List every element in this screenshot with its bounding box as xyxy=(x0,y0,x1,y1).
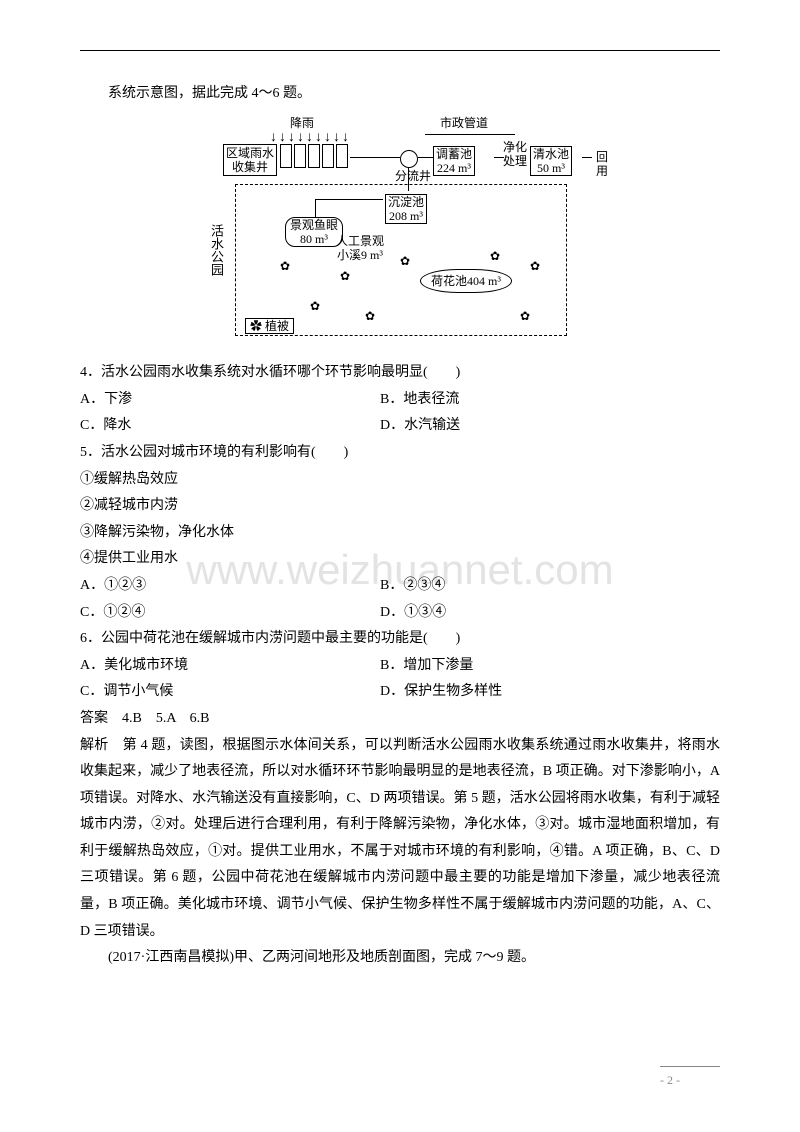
grass-icon: ✿ xyxy=(400,254,410,268)
shunt-circle xyxy=(400,150,418,168)
q5-s2: ②减轻城市内涝 xyxy=(80,493,720,520)
q5-c: C．①②④ xyxy=(80,600,380,627)
q5-stem: 5．活水公园对城市环境的有利影响有( ) xyxy=(80,440,720,467)
flow-line-4 xyxy=(582,157,592,158)
q5-row2: C．①②④ D．①③④ xyxy=(80,600,720,627)
rain-label: 降雨 xyxy=(290,116,314,130)
q5-s3: ③降解污染物，净化水体 xyxy=(80,520,720,547)
q6-row2: C．调节小气候 D．保护生物多样性 xyxy=(80,679,720,706)
settle-box: 沉淀池 208 m³ xyxy=(385,194,427,225)
answers: 答案 4.B 5.A 6.B xyxy=(80,706,720,733)
intro-text: 系统示意图，据此完成 4～6 题。 xyxy=(80,81,720,108)
stream-label: 人工景观 小溪9 m³ xyxy=(330,234,390,263)
grass-icon: ✿ xyxy=(365,309,375,323)
flow-line-5 xyxy=(315,199,383,200)
q4-d: D．水汽输送 xyxy=(380,413,460,440)
cylinders xyxy=(280,144,350,168)
collector-box: 区域雨水 收集井 xyxy=(223,144,277,177)
lotus-pond: 荷花池404 m³ xyxy=(420,269,512,293)
q4-a: A．下渗 xyxy=(80,387,380,414)
q4-c: C．降水 xyxy=(80,413,380,440)
q6-d: D．保护生物多样性 xyxy=(380,679,502,706)
top-rule xyxy=(80,50,720,51)
q5-s4: ④提供工业用水 xyxy=(80,546,720,573)
veg-icon: ✿ xyxy=(250,319,262,333)
city-pipe-line xyxy=(425,134,515,135)
grass-icon: ✿ xyxy=(340,269,350,283)
veg-label: 植被 xyxy=(265,319,289,333)
q6-a: A．美化城市环境 xyxy=(80,653,380,680)
content: 系统示意图，据此完成 4～6 题。 降雨 ↓↓↓↓↓↓↓↓↓ 市政管道 区域雨水… xyxy=(80,81,720,972)
explanation: 解析 第 4 题，读图，根据图示水体间关系，可以判断活水公园雨水收集系统通过雨水… xyxy=(80,733,720,946)
q6-row1: A．美化城市环境 B．增加下渗量 xyxy=(80,653,720,680)
page: www.weizhuannet.com 系统示意图，据此完成 4～6 题。 降雨… xyxy=(0,0,800,1132)
q4-row1: A．下渗 B．地表径流 xyxy=(80,387,720,414)
q5-d: D．①③④ xyxy=(380,600,446,627)
q5-row1: A．①②③ B．②③④ xyxy=(80,573,720,600)
storage-box: 调蓄池 224 m³ xyxy=(433,146,475,177)
q4-row2: C．降水 D．水汽输送 xyxy=(80,413,720,440)
grass-icon: ✿ xyxy=(520,309,530,323)
grass-icon: ✿ xyxy=(530,259,540,273)
q5-b: B．②③④ xyxy=(380,573,445,600)
flow-line-2 xyxy=(418,157,433,158)
rainwater-diagram: 降雨 ↓↓↓↓↓↓↓↓↓ 市政管道 区域雨水 收集井 分流井 调蓄池 224 m… xyxy=(190,114,610,344)
footer-rule xyxy=(660,1066,720,1067)
page-number: - 2 - xyxy=(660,1073,680,1087)
q5-s1: ①缓解热岛效应 xyxy=(80,467,720,494)
q6-stem: 6．公园中荷花池在缓解城市内涝问题中最主要的功能是( ) xyxy=(80,626,720,653)
reuse-label: 回用 xyxy=(594,150,610,179)
q4-stem: 4．活水公园雨水收集系统对水循环哪个环节影响最明显( ) xyxy=(80,360,720,387)
city-pipe-label: 市政管道 xyxy=(440,116,488,130)
grass-icon: ✿ xyxy=(310,299,320,313)
diagram-container: 降雨 ↓↓↓↓↓↓↓↓↓ 市政管道 区域雨水 收集井 分流井 调蓄池 224 m… xyxy=(80,114,720,355)
grass-icon: ✿ xyxy=(280,259,290,273)
purify-label: 净化 处理 xyxy=(500,140,530,169)
clear-box: 清水池 50 m³ xyxy=(530,146,572,177)
grass-icon: ✿ xyxy=(490,249,500,263)
q5-a: A．①②③ xyxy=(80,573,380,600)
veg-legend: ✿ 植被 xyxy=(245,318,294,334)
q4-b: B．地表径流 xyxy=(380,387,459,414)
q6-b: B．增加下渗量 xyxy=(380,653,473,680)
page-footer: - 2 - xyxy=(660,1066,720,1092)
shunt-label: 分流井 xyxy=(395,169,431,183)
flow-line-1 xyxy=(350,157,400,158)
q6-c: C．调节小气候 xyxy=(80,679,380,706)
park-vertical-label: 活水公园 xyxy=(210,224,224,276)
next-intro: (2017·江西南昌模拟)甲、乙两河间地形及地质剖面图，完成 7～9 题。 xyxy=(80,945,720,972)
flow-vline-2 xyxy=(315,199,316,219)
